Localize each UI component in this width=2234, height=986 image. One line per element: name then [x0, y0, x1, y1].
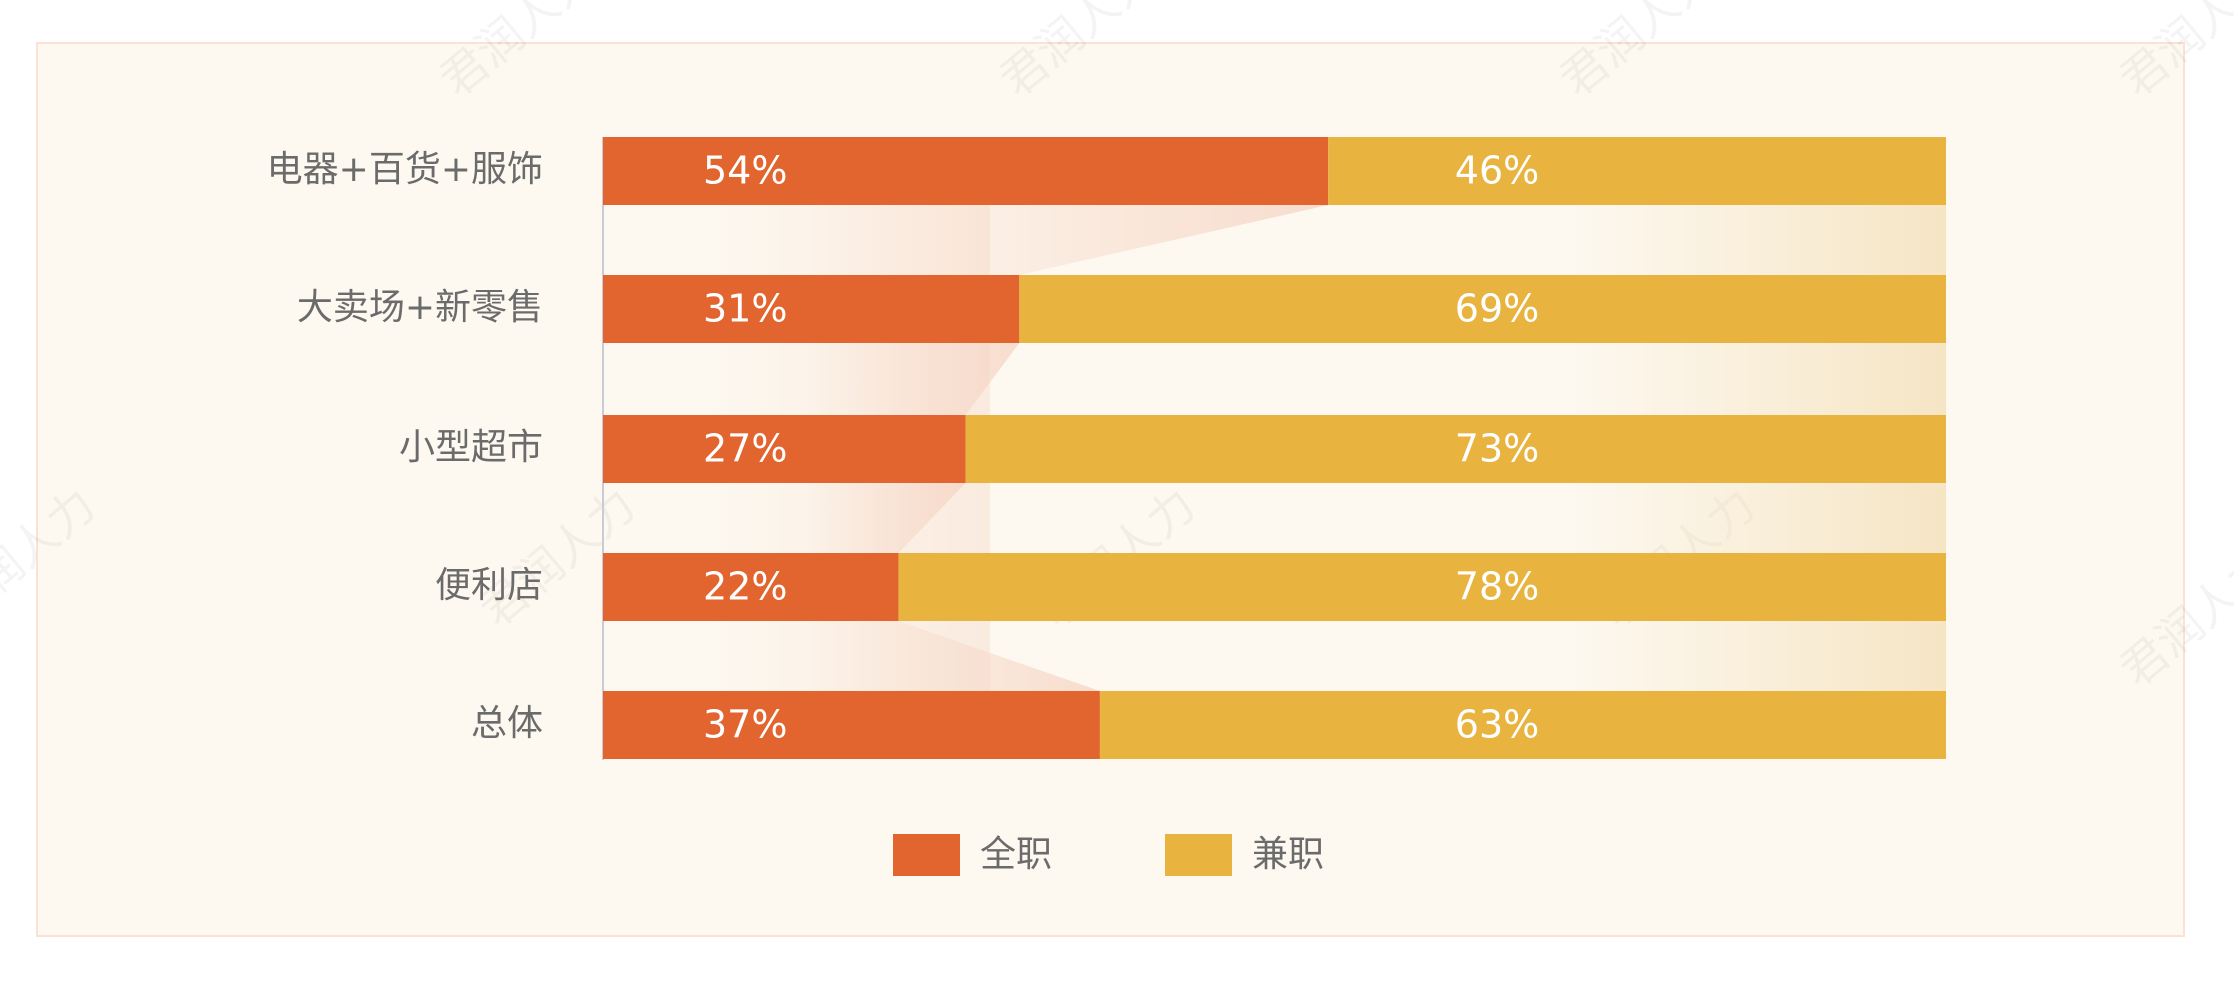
- bar-segment: [603, 275, 1020, 343]
- decoration: [690, 205, 1946, 691]
- bar-segment: [1099, 691, 1946, 759]
- legend-swatch: [893, 834, 960, 876]
- bar-segment: [965, 415, 1946, 483]
- row-fade: [1560, 483, 1946, 553]
- value-label: 54%: [703, 149, 787, 193]
- bar-segment: [1019, 275, 1946, 343]
- bar-segment: [603, 137, 1329, 205]
- y-tick-label: 小型超市: [399, 427, 543, 468]
- value-label: 31%: [703, 287, 787, 331]
- connector: [803, 483, 966, 553]
- value-label: 63%: [1455, 703, 1539, 747]
- value-label: 73%: [1455, 427, 1539, 471]
- value-label: 46%: [1455, 149, 1539, 193]
- connector: [803, 621, 1100, 691]
- connector: [803, 205, 1329, 275]
- legend-label: 兼职: [1252, 834, 1324, 875]
- connector: [803, 343, 1020, 415]
- bar-segment: [603, 691, 1100, 759]
- y-tick-label: 电器+百货+服饰: [267, 149, 543, 190]
- y-tick-label: 总体: [471, 703, 543, 744]
- row-fade: [1560, 205, 1946, 275]
- bar-segment: [1328, 137, 1946, 205]
- row-fade: [1560, 343, 1946, 415]
- legend-label: 全职: [980, 834, 1052, 875]
- bar-segment: [603, 553, 899, 621]
- row-fade: [1560, 621, 1946, 691]
- bar-segment: [603, 415, 966, 483]
- value-label: 22%: [703, 565, 787, 609]
- y-tick-label: 便利店: [435, 565, 543, 606]
- value-label: 27%: [703, 427, 787, 471]
- bar-segment: [898, 553, 1947, 621]
- legend-swatch: [1165, 834, 1232, 876]
- value-label: 37%: [703, 703, 787, 747]
- y-tick-label: 大卖场+新零售: [297, 287, 543, 328]
- value-label: 78%: [1455, 565, 1539, 609]
- value-label: 69%: [1455, 287, 1539, 331]
